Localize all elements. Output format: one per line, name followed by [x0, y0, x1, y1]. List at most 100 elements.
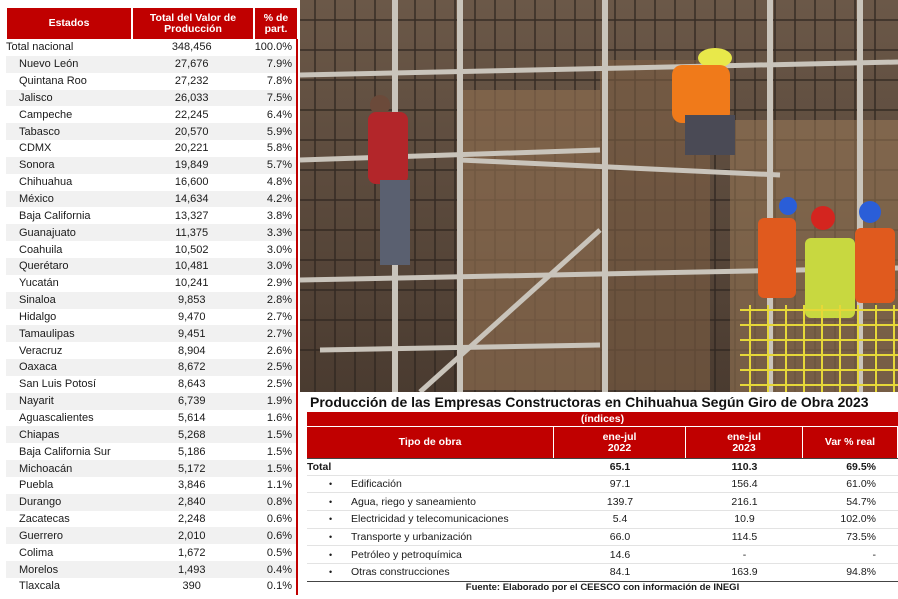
state-row: Chihuahua 16,600 4.8% [6, 174, 296, 191]
state-name: Quintana Roo [19, 75, 87, 88]
production-value: 2,248 [177, 513, 206, 526]
share-percent: 3.3% [266, 226, 292, 239]
worker-left [368, 95, 410, 265]
bullet-icon: • [329, 532, 333, 543]
state-name: Guerrero [19, 529, 64, 542]
state-row: Nuevo León 27,676 7.9% [6, 55, 296, 73]
state-row: Jalisco 26,033 7.5% [6, 89, 296, 107]
production-value: 9,451 [177, 327, 206, 340]
production-value: 5,614 [177, 411, 206, 424]
production-value: 10,481 [174, 260, 209, 273]
obra-type: Electricidad y telecomunicaciones [351, 513, 509, 526]
share-percent: 6.4% [266, 108, 292, 121]
share-percent: 1.5% [266, 462, 292, 475]
index-2022: 97.1 [609, 478, 631, 491]
production-value: 13,327 [174, 209, 209, 222]
state-row: Campeche 22,245 6.4% [6, 106, 296, 123]
state-name: Puebla [19, 479, 54, 492]
index-2023: 216.1 [731, 495, 758, 508]
state-name: Hidalgo [19, 310, 57, 323]
worker-group-right [758, 197, 895, 318]
state-name: Total nacional [6, 41, 74, 54]
state-name: Campeche [19, 108, 73, 121]
share-percent: 0.5% [266, 546, 292, 559]
production-value: 5,172 [177, 462, 206, 475]
production-value: 27,232 [174, 75, 209, 88]
construction-workers-photo [300, 0, 898, 392]
state-name: Tlaxcala [19, 580, 60, 593]
header-total-valor: Total del Valor de Producción [132, 8, 254, 39]
obra-row: • Petróleo y petroquímica 14.6 - - [307, 546, 898, 565]
state-row: Michoacán 5,172 1.5% [6, 460, 296, 477]
production-value: 9,853 [177, 294, 206, 307]
index-2023: - [742, 548, 747, 561]
production-value: 6,739 [177, 395, 206, 408]
header-var-real: Var % real [803, 427, 898, 458]
state-name: Jalisco [19, 91, 53, 104]
obra-row: • Electricidad y telecomunicaciones 5.4 10.… [307, 511, 898, 529]
share-percent: 3.8% [266, 209, 292, 222]
total-row: Total 65.1 110.3 69.5% [307, 458, 898, 476]
share-percent: 4.2% [266, 193, 292, 206]
state-row: Puebla 3,846 1.1% [6, 477, 296, 494]
var-real: 54.7% [846, 495, 876, 508]
state-row: Chiapas 5,268 1.5% [6, 426, 296, 444]
worker-top [672, 48, 735, 155]
state-name: Yucatán [19, 277, 59, 290]
state-row: Guanajuato 11,375 3.3% [6, 224, 296, 242]
production-value: 16,600 [174, 176, 209, 189]
state-name: Nuevo León [19, 58, 79, 71]
state-row: Sonora 19,849 5.7% [6, 156, 296, 174]
production-value: 3,846 [177, 479, 206, 492]
index-2023: 10.9 [734, 513, 755, 526]
obra-type: Otras construcciones [351, 566, 450, 579]
chihuahua-table-title: Producción de las Empresas Constructoras… [310, 394, 869, 410]
production-value: 5,268 [177, 428, 206, 441]
share-percent: 3.0% [266, 260, 292, 273]
index-2022: 5.4 [612, 513, 628, 526]
production-value: 20,221 [174, 142, 209, 155]
state-row: CDMX 20,221 5.8% [6, 140, 296, 157]
share-percent: 0.1% [266, 580, 292, 593]
index-2023: 156.4 [731, 478, 758, 491]
production-value: 5,186 [177, 445, 206, 458]
production-value: 20,570 [174, 125, 209, 138]
share-percent: 0.6% [266, 513, 292, 526]
state-row: Colima 1,672 0.5% [6, 544, 296, 561]
state-row: Guerrero 2,010 0.6% [6, 527, 296, 545]
share-percent: 1.6% [266, 411, 292, 424]
state-name: Querétaro [19, 260, 69, 273]
state-row: Querétaro 10,481 3.0% [6, 257, 296, 275]
share-percent: 5.9% [266, 125, 292, 138]
production-value: 8,904 [177, 344, 206, 357]
share-percent: 0.8% [266, 496, 292, 509]
obra-row: • Edificación 97.1 156.4 61.0% [307, 476, 898, 494]
index-2023: 114.5 [731, 531, 758, 544]
state-row: Aguascalientes 5,614 1.6% [6, 410, 296, 427]
state-name: Morelos [19, 563, 59, 576]
header-tipo-obra: Tipo de obra [307, 427, 554, 458]
state-name: San Luis Potosí [19, 378, 97, 391]
table-subtitle: (índices) [307, 412, 898, 427]
share-percent: 1.9% [266, 395, 292, 408]
var-real: 94.8% [846, 566, 876, 579]
state-name: México [19, 193, 54, 206]
share-percent: 0.4% [266, 563, 292, 576]
state-table-header: Estados Total del Valor de Producción % … [6, 8, 298, 39]
production-value: 1,493 [177, 563, 206, 576]
header-ene-jul-2022: ene-jul 2022 [554, 427, 686, 458]
state-row: Tamaulipas 9,451 2.7% [6, 325, 296, 343]
state-name: Sonora [19, 159, 55, 172]
var-real: 61.0% [846, 478, 876, 491]
header-estados: Estados [6, 8, 132, 39]
production-value: 27,676 [174, 58, 209, 71]
index-2022: 139.7 [606, 495, 634, 508]
share-percent: 3.0% [266, 243, 292, 256]
state-row: Nayarit 6,739 1.9% [6, 392, 296, 410]
state-name: Colima [19, 546, 54, 559]
index-2022: 66.0 [609, 531, 631, 544]
production-value: 8,643 [177, 378, 206, 391]
share-percent: 100.0% [254, 41, 292, 54]
bullet-icon: • [329, 549, 333, 560]
production-value: 10,241 [174, 277, 209, 290]
